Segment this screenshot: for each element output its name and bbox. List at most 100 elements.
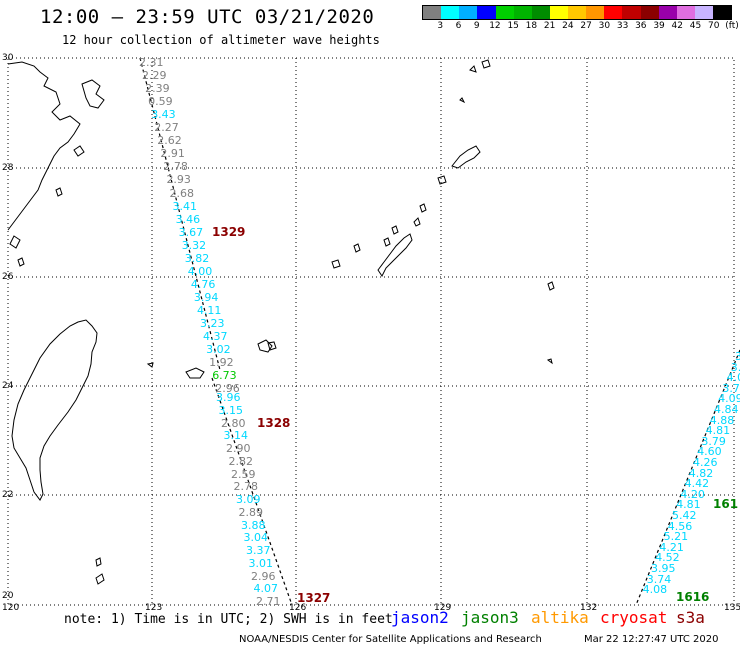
wave-height-value: 4.08: [642, 583, 668, 597]
wave-height-value: 3.: [730, 360, 740, 374]
wave-height-value: 4.21: [659, 540, 684, 554]
legend-jason2: jason2: [391, 608, 449, 627]
scale-label: 70: [708, 21, 720, 31]
wave-height-value: 3.02: [206, 343, 231, 357]
wave-height-value: 4.81: [705, 424, 731, 438]
wave-height-value: 2.93: [166, 173, 191, 187]
wave-height-value: 3.95: [651, 562, 676, 575]
wave-height-value: 4.20: [680, 487, 705, 501]
wave-height-value: 3.88: [241, 518, 266, 532]
wave-height-value: 6.73: [212, 369, 237, 383]
wave-height-value: 2.96: [251, 569, 276, 583]
wave-height-value: 3.01: [248, 556, 274, 570]
wave-height-value: 5.21: [663, 530, 689, 544]
scale-swatch: [568, 6, 587, 19]
taiwan-coast: [11, 319, 98, 501]
wave-height-value: 4.00: [187, 264, 213, 278]
lon-label-132: 132: [580, 603, 598, 613]
scale-label: 9: [473, 21, 480, 31]
scale-label: 42: [671, 21, 684, 31]
scale-label: 33: [616, 21, 629, 31]
scale-swatch: [441, 6, 460, 19]
scale-label: 39: [653, 21, 665, 31]
wave-height-value: 4.60: [697, 445, 722, 459]
wave-height-value: 4.88: [709, 413, 735, 427]
wave-height-value: 3.82: [184, 251, 210, 265]
scale-label: (ft): [725, 21, 739, 31]
wave-height-value: 2.82: [228, 454, 254, 468]
wave-height-value: 2.78: [233, 480, 259, 494]
wave-height-value: 3.41: [172, 199, 198, 213]
wave-height-value: 2.27: [154, 121, 179, 135]
color-scale-boxes: [422, 5, 732, 20]
wave-height-value: 4.37: [203, 330, 228, 344]
scale-label: 21: [543, 21, 556, 31]
wave-height-value: 4.11: [196, 303, 222, 317]
scale-swatch: [477, 6, 496, 19]
scale-label: 24: [562, 21, 574, 31]
wave-height-value: 2.71: [256, 595, 281, 608]
wave-height-value: 3.43: [151, 108, 176, 122]
wave-height-value: 2.91: [160, 147, 185, 161]
wave-height-value: 3.74: [646, 572, 672, 586]
miyako-island: [267, 341, 277, 351]
scale-label: 36: [635, 21, 647, 31]
wave-height-value: 2.80: [221, 416, 246, 430]
footer-note: note: 1) Time is in UTC; 2) SWH is in fe…: [64, 612, 393, 627]
scale-swatch: [622, 6, 641, 19]
wave-height-value: 2.39: [145, 82, 170, 96]
ground-track-1328: [211, 377, 293, 606]
scale-swatch: [694, 6, 713, 19]
amami-islands: [437, 59, 491, 185]
wave-height-value: 3.23: [200, 317, 225, 330]
scale-swatch: [549, 6, 568, 19]
okinawa-island: [377, 233, 413, 277]
pass-label-1616: 1616: [676, 590, 710, 604]
map-frame: [7, 57, 735, 606]
wave-height-value: 4.84: [714, 403, 739, 416]
lon-label-126: 126: [289, 603, 307, 613]
scale-swatch: [531, 6, 550, 19]
wave-height-value: 4.52: [655, 551, 680, 565]
wave-height-value: 2.59: [231, 467, 256, 481]
ryukyu-small-islands: [331, 203, 427, 269]
lat-label-26: 26: [2, 272, 14, 282]
wave-height-value: 0.59: [148, 95, 173, 109]
scale-swatch: [423, 6, 442, 19]
legend-s3a: s3a: [676, 608, 705, 627]
china-islands-b: [9, 145, 85, 267]
china-coast: [7, 61, 81, 231]
wave-height-value: 2.31: [139, 56, 164, 69]
ground-track-1616: [635, 349, 740, 606]
scale-swatch: [586, 6, 605, 19]
track-lines: [139, 57, 740, 606]
wave-height-value: 3.09: [236, 493, 261, 506]
wave-height-value: 2.29: [142, 69, 167, 83]
wave-height-value: 2.78: [163, 160, 188, 174]
wave-height-value: 3.37: [246, 544, 271, 557]
wave-height-value: 3.96: [216, 391, 241, 404]
wave-height-value: 4.0: [726, 371, 740, 385]
scale-swatch: [513, 6, 532, 19]
lon-label-129: 129: [434, 603, 452, 613]
coastlines: [7, 59, 555, 585]
wave-height-value: 3: [735, 350, 740, 363]
wave-height-value: 4.81: [676, 498, 701, 512]
wave-height-value: 2.68: [169, 186, 195, 200]
wave-height-value: 1.92: [209, 356, 234, 370]
scale-swatch: [604, 6, 623, 19]
lon-label-135: 135: [724, 603, 740, 613]
wave-height-value: 4.76: [190, 277, 216, 291]
wave-height-value: 3.15: [218, 403, 244, 417]
lat-label-24: 24: [2, 381, 14, 391]
graticule: [8, 58, 734, 605]
pass-label-1328: 1328: [257, 416, 291, 430]
wave-height-value: 4.09: [718, 392, 740, 406]
scale-label: 12: [489, 21, 501, 31]
pass-label-1329: 1329: [212, 225, 246, 239]
lon-label-120: 120: [2, 603, 20, 613]
scale-label: 6: [455, 21, 462, 31]
scale-swatch: [713, 6, 732, 19]
wave-height-value: 3.79: [701, 434, 726, 448]
